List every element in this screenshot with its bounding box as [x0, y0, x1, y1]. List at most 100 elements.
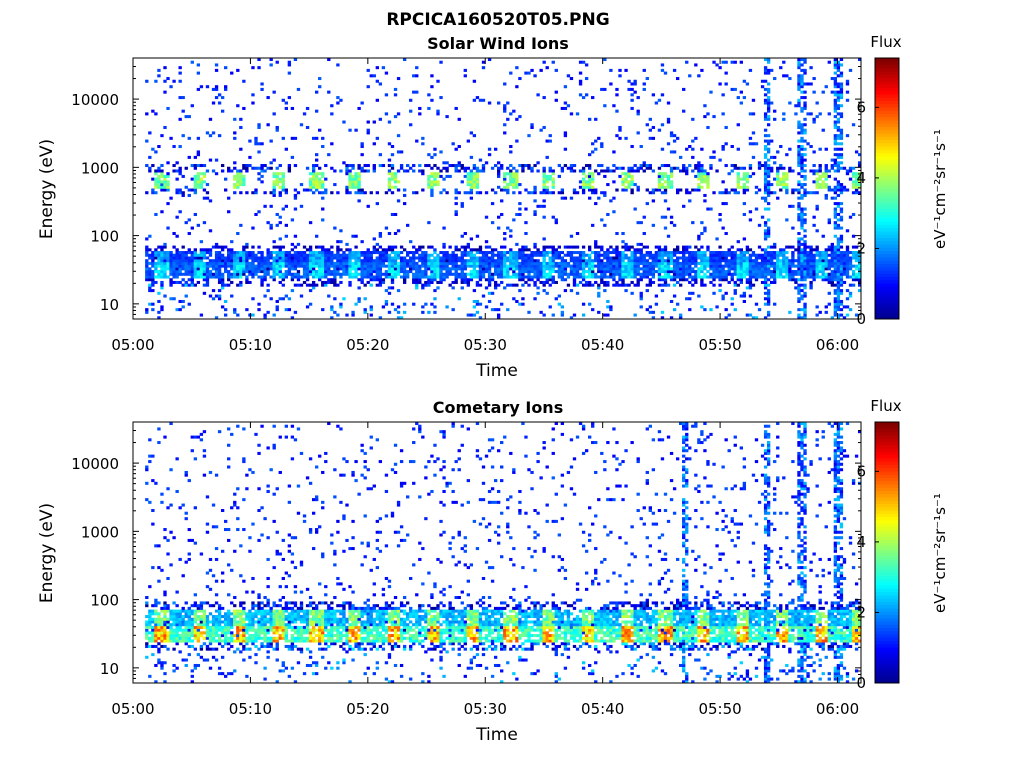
heatmap-cell	[621, 188, 625, 192]
heatmap-cell	[284, 270, 288, 274]
heatmap-cell	[305, 272, 310, 276]
heatmap-cell	[460, 259, 464, 263]
heatmap-cell	[160, 251, 164, 255]
heatmap-cell	[609, 256, 613, 260]
heatmap-cell	[757, 270, 762, 274]
heatmap-cell	[202, 267, 207, 271]
heatmap-cell	[763, 93, 768, 97]
heatmap-cell	[515, 259, 519, 263]
heatmap-cell	[472, 183, 477, 187]
heatmap-cell	[539, 310, 543, 314]
heatmap-cell	[697, 74, 701, 78]
heatmap-cell	[372, 245, 376, 249]
heatmap-cell	[763, 155, 768, 159]
heatmap-cell	[166, 174, 170, 178]
heatmap-cell	[387, 291, 392, 295]
heatmap-cell	[785, 188, 789, 192]
heatmap-cell	[806, 82, 810, 86]
heatmap-cell	[694, 245, 698, 249]
heatmap-cell	[190, 278, 194, 282]
heatmap-cell	[779, 272, 783, 276]
heatmap-cell	[572, 275, 577, 279]
heatmap-cell	[803, 60, 807, 64]
heatmap-cell	[742, 79, 747, 83]
heatmap-cell	[815, 185, 819, 189]
heatmap-cell	[239, 223, 243, 227]
heatmap-cell	[751, 142, 756, 146]
heatmap-cell	[779, 180, 783, 184]
heatmap-cell	[557, 270, 561, 274]
heatmap-cell	[603, 251, 607, 255]
heatmap-cell	[751, 253, 756, 257]
heatmap-cell	[469, 155, 474, 159]
heatmap-cell	[363, 283, 367, 287]
heatmap-cell	[190, 272, 194, 276]
heatmap-cell	[166, 202, 170, 206]
heatmap-cell	[433, 264, 437, 268]
heatmap-cell	[857, 164, 862, 168]
heatmap-cell	[657, 267, 662, 271]
heatmap-cell	[809, 66, 813, 70]
heatmap-cell	[208, 272, 213, 276]
heatmap-cell	[533, 270, 537, 274]
heatmap-cell	[800, 196, 804, 200]
heatmap-cell	[287, 251, 292, 255]
heatmap-cell	[324, 259, 328, 263]
heatmap-cell	[503, 267, 507, 271]
heatmap-cell	[233, 161, 237, 165]
heatmap-cell	[172, 253, 176, 257]
heatmap-cell	[854, 185, 859, 189]
heatmap-cell	[321, 256, 325, 260]
heatmap-cell	[290, 256, 295, 260]
heatmap-cell	[475, 275, 480, 279]
heatmap-cell	[409, 256, 413, 260]
heatmap-cell	[797, 139, 801, 143]
heatmap-cell	[378, 283, 383, 287]
heatmap-cell	[672, 308, 677, 312]
heatmap-cell	[460, 164, 464, 168]
heatmap-cell	[305, 270, 310, 274]
heatmap-cell	[148, 131, 152, 135]
heatmap-cell	[803, 58, 807, 62]
heatmap-cell	[348, 185, 352, 189]
heatmap-cell	[566, 272, 571, 276]
heatmap-cell	[442, 166, 446, 170]
heatmap-cell	[145, 259, 149, 263]
heatmap-cell	[833, 188, 838, 192]
heatmap-cell	[742, 251, 747, 255]
heatmap-cell	[848, 283, 853, 287]
heatmap-cell	[797, 180, 801, 184]
heatmap-cell	[803, 229, 807, 233]
heatmap-cell	[545, 275, 549, 279]
heatmap-cell	[145, 245, 149, 249]
heatmap-cell	[770, 139, 774, 143]
heatmap-cell	[530, 278, 534, 282]
heatmap-cell	[318, 267, 322, 271]
heatmap-cell	[724, 270, 728, 274]
heatmap-cell	[396, 316, 401, 320]
heatmap-cell	[563, 278, 568, 282]
heatmap-cell	[181, 261, 185, 265]
heatmap-cell	[630, 259, 634, 263]
heatmap-cell	[454, 253, 458, 257]
heatmap-cell	[500, 212, 504, 216]
heatmap-cell	[302, 272, 307, 276]
heatmap-cell	[190, 251, 194, 255]
heatmap-cell	[666, 174, 671, 178]
heatmap-cell	[196, 267, 201, 271]
heatmap-cell	[490, 248, 495, 252]
heatmap-cell	[739, 253, 743, 257]
heatmap-cell	[384, 191, 389, 195]
heatmap-cell	[193, 164, 197, 168]
heatmap-cell	[521, 169, 525, 173]
heatmap-cell	[721, 275, 725, 279]
heatmap-cell	[721, 256, 725, 260]
heatmap-cell	[269, 256, 273, 260]
heatmap-cell	[770, 280, 774, 284]
heatmap-cell	[193, 283, 197, 287]
heatmap-cell	[424, 272, 428, 276]
heatmap-cell	[172, 280, 176, 284]
heatmap-cell	[348, 169, 352, 173]
heatmap-cell	[321, 272, 325, 276]
heatmap-cell	[378, 153, 383, 157]
